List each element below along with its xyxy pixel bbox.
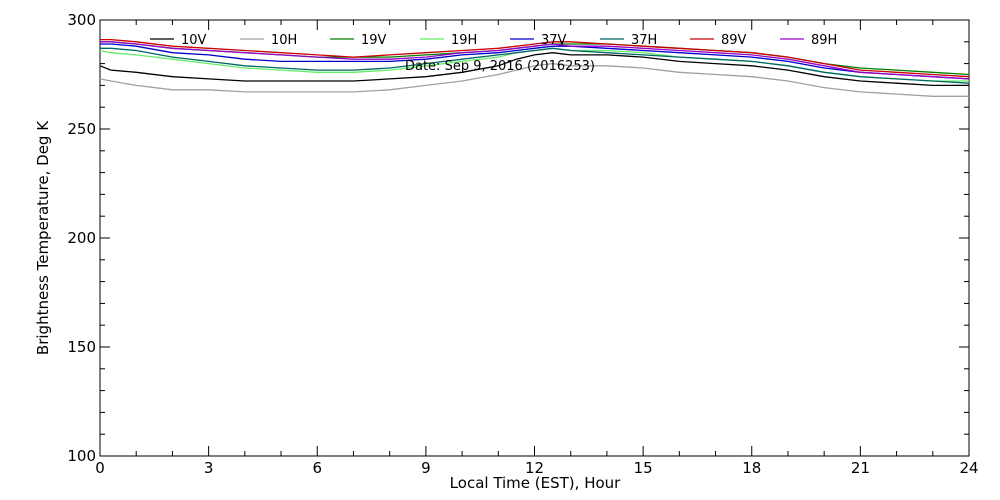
- x-tick-label: 15: [634, 459, 653, 477]
- series-line-10v: [99, 52, 969, 87]
- plot-frame: [99, 19, 970, 457]
- y-tick-label: 300: [67, 11, 96, 29]
- legend-label-19v: 19V: [361, 33, 387, 48]
- series-line-37v: [100, 43, 970, 80]
- chart-date-label: Date: Sep 9, 2016 (2016253): [405, 59, 595, 74]
- y-axis-ticks: 100 150 200 250 300: [67, 11, 969, 465]
- series-line-89h: [100, 41, 970, 80]
- y-tick-label: 250: [67, 120, 96, 138]
- x-axis-ticks: 0 3 6 9 12 15 18 21 24: [95, 20, 979, 477]
- x-tick-label: 3: [204, 459, 214, 477]
- y-tick-label: 150: [67, 338, 96, 356]
- series-lines: [99, 38, 970, 97]
- x-tick-label: 0: [95, 459, 105, 477]
- y-axis-title: Brightness Temperature, Deg K: [34, 120, 52, 355]
- x-tick-label: 6: [312, 459, 322, 477]
- legend-label-37h: 37H: [631, 33, 657, 48]
- legend-label-89h: 89H: [811, 33, 837, 48]
- x-tick-label: 24: [959, 459, 978, 477]
- x-axis-title: Local Time (EST), Hour: [450, 474, 621, 492]
- series-line-10h: [99, 62, 969, 97]
- legend-label-89v: 89V: [721, 33, 747, 48]
- legend-label-37v: 37V: [541, 33, 567, 48]
- x-tick-label: 18: [742, 459, 761, 477]
- y-tick-label: 100: [67, 447, 96, 465]
- y-tick-label: 200: [67, 229, 96, 247]
- legend-label-19h: 19H: [451, 33, 477, 48]
- legend-label-10v: 10V: [181, 33, 207, 48]
- legend: 10V 10H 19V 19H 37V 37H 89V 89H: [150, 33, 837, 48]
- x-tick-label: 9: [421, 459, 431, 477]
- x-tick-label: 21: [851, 459, 870, 477]
- x-tick-label: 12: [525, 459, 544, 477]
- legend-label-10h: 10H: [271, 33, 297, 48]
- series-line-37h: [100, 47, 970, 84]
- series-line-89v: [100, 38, 970, 78]
